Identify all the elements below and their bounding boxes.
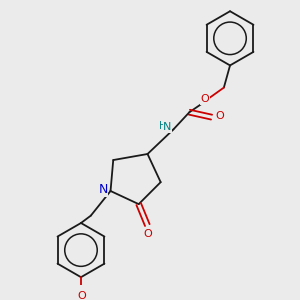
Text: O: O — [144, 229, 152, 239]
Text: N: N — [98, 183, 108, 196]
Text: O: O — [78, 291, 87, 300]
Text: O: O — [215, 111, 224, 121]
Text: N: N — [163, 122, 172, 132]
Text: O: O — [200, 94, 209, 104]
Text: H: H — [159, 121, 167, 131]
